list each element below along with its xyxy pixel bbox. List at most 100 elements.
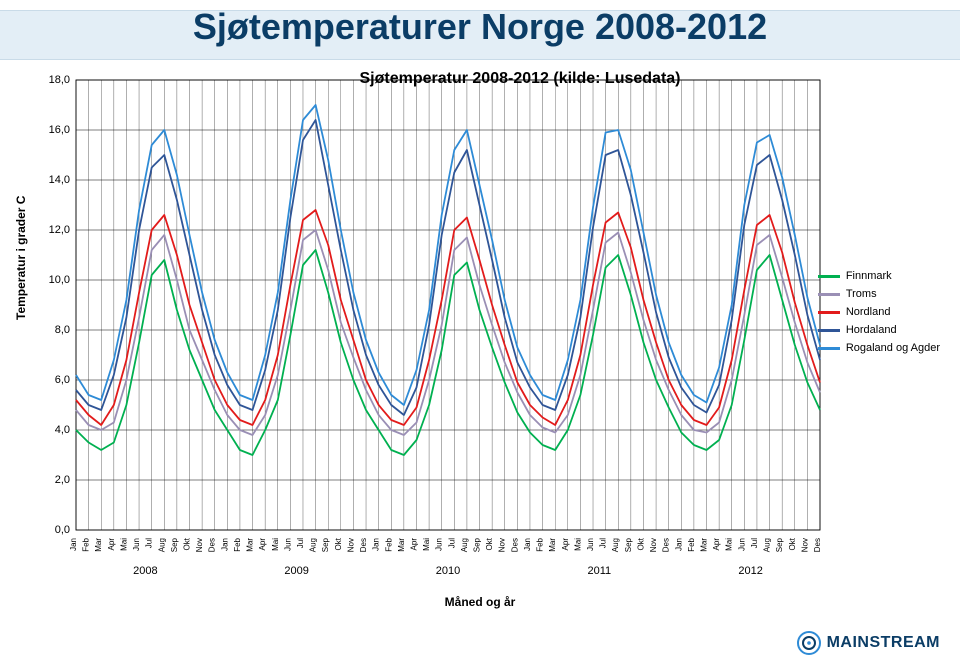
svg-text:Des: Des [813, 538, 822, 552]
svg-text:8,0: 8,0 [55, 324, 70, 336]
svg-text:Mar: Mar [397, 538, 406, 552]
svg-text:Mai: Mai [271, 538, 280, 551]
svg-text:Mar: Mar [246, 538, 255, 552]
x-axis-label: Måned og år [0, 595, 960, 609]
svg-text:Jan: Jan [523, 538, 532, 551]
svg-text:Des: Des [662, 538, 671, 552]
svg-text:Sep: Sep [624, 537, 633, 552]
svg-text:6,0: 6,0 [55, 374, 70, 386]
svg-text:2011: 2011 [587, 565, 611, 577]
svg-text:Jun: Jun [132, 538, 141, 551]
svg-text:Apr: Apr [712, 538, 721, 551]
svg-text:Feb: Feb [687, 537, 696, 551]
svg-text:Nov: Nov [800, 538, 809, 552]
legend-swatch [818, 293, 840, 296]
svg-text:Okt: Okt [788, 537, 797, 550]
svg-text:Feb: Feb [384, 537, 393, 551]
chart-area: 0,02,04,06,08,010,012,014,016,018,0JanFe… [30, 70, 830, 610]
svg-text:Mai: Mai [725, 538, 734, 551]
line-chart: 0,02,04,06,08,010,012,014,016,018,0JanFe… [30, 70, 830, 610]
svg-text:Mar: Mar [700, 538, 709, 552]
svg-text:Feb: Feb [233, 537, 242, 551]
page-root: Sjøtemperaturer Norge 2008-2012 Sjøtempe… [0, 0, 960, 667]
svg-text:2010: 2010 [436, 565, 460, 577]
legend-item: Troms [818, 288, 940, 300]
svg-text:Des: Des [359, 538, 368, 552]
svg-text:Jun: Jun [737, 538, 746, 551]
svg-text:Apr: Apr [561, 538, 570, 551]
svg-text:4,0: 4,0 [55, 424, 70, 436]
legend-label: Rogaland og Agder [846, 342, 940, 354]
svg-text:Sep: Sep [321, 537, 330, 552]
legend-label: Finnmark [846, 270, 892, 282]
legend-label: Troms [846, 288, 877, 300]
svg-text:Sep: Sep [775, 537, 784, 552]
svg-text:Mai: Mai [119, 538, 128, 551]
svg-text:Mar: Mar [94, 538, 103, 552]
legend: Finnmark Troms Nordland Hordaland Rogaland o… [818, 270, 940, 360]
svg-text:Jul: Jul [750, 538, 759, 548]
svg-text:Nov: Nov [498, 538, 507, 552]
legend-item: Finnmark [818, 270, 940, 282]
svg-text:Okt: Okt [334, 537, 343, 550]
page-title: Sjøtemperaturer Norge 2008-2012 [0, 6, 960, 48]
svg-text:Nov: Nov [195, 538, 204, 552]
legend-label: Hordaland [846, 324, 897, 336]
svg-text:Jul: Jul [447, 538, 456, 548]
svg-text:10,0: 10,0 [49, 274, 70, 286]
logo-text: MAINSTREAM [827, 634, 940, 652]
legend-swatch [818, 311, 840, 314]
legend-item: Nordland [818, 306, 940, 318]
svg-text:Des: Des [208, 538, 217, 552]
legend-swatch [818, 347, 840, 350]
svg-text:Jun: Jun [586, 538, 595, 551]
svg-text:Aug: Aug [460, 538, 469, 552]
svg-text:Jan: Jan [220, 538, 229, 551]
y-axis-label: Temperatur i grader C [14, 196, 28, 320]
legend-item: Hordaland [818, 324, 940, 336]
legend-swatch [818, 329, 840, 332]
svg-text:Okt: Okt [636, 537, 645, 550]
svg-text:Aug: Aug [157, 538, 166, 552]
svg-text:Feb: Feb [82, 537, 91, 551]
svg-text:2,0: 2,0 [55, 474, 70, 486]
svg-text:14,0: 14,0 [49, 174, 70, 186]
svg-text:2009: 2009 [284, 565, 308, 577]
svg-text:Aug: Aug [763, 538, 772, 552]
svg-text:16,0: 16,0 [49, 124, 70, 136]
svg-text:Nov: Nov [346, 538, 355, 552]
svg-text:Apr: Apr [107, 538, 116, 551]
svg-text:Jul: Jul [296, 538, 305, 548]
brand-logo: MAINSTREAM [797, 631, 940, 655]
svg-text:Aug: Aug [309, 538, 318, 552]
svg-text:Apr: Apr [409, 538, 418, 551]
svg-text:Jul: Jul [145, 538, 154, 548]
svg-text:Mai: Mai [573, 538, 582, 551]
logo-icon [797, 631, 821, 655]
legend-label: Nordland [846, 306, 891, 318]
svg-text:Mar: Mar [548, 538, 557, 552]
svg-text:Mai: Mai [422, 538, 431, 551]
svg-text:2008: 2008 [133, 565, 157, 577]
svg-text:Jan: Jan [372, 538, 381, 551]
svg-text:Nov: Nov [649, 538, 658, 552]
svg-text:Okt: Okt [182, 537, 191, 550]
svg-text:Jan: Jan [674, 538, 683, 551]
svg-text:Jan: Jan [69, 538, 78, 551]
svg-text:Feb: Feb [536, 537, 545, 551]
svg-text:Aug: Aug [611, 538, 620, 552]
svg-text:0,0: 0,0 [55, 524, 70, 536]
svg-text:Sep: Sep [473, 537, 482, 552]
svg-text:12,0: 12,0 [49, 224, 70, 236]
legend-item: Rogaland og Agder [818, 342, 940, 354]
svg-text:Des: Des [510, 538, 519, 552]
svg-text:2012: 2012 [738, 565, 762, 577]
svg-text:18,0: 18,0 [49, 74, 70, 86]
svg-text:Jun: Jun [283, 538, 292, 551]
svg-text:Jul: Jul [599, 538, 608, 548]
svg-text:Okt: Okt [485, 537, 494, 550]
svg-text:Sep: Sep [170, 537, 179, 552]
legend-swatch [818, 275, 840, 278]
svg-text:Jun: Jun [435, 538, 444, 551]
svg-text:Apr: Apr [258, 538, 267, 551]
